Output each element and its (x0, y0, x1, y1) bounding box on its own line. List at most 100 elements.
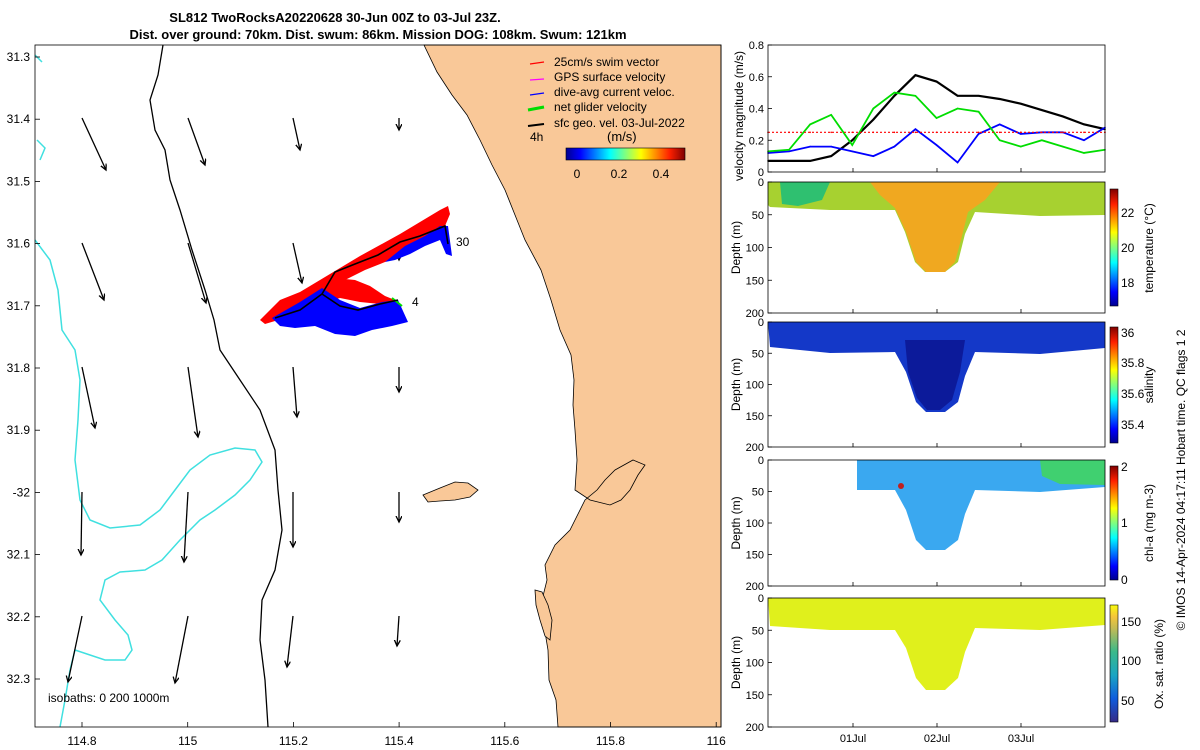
velocity-point (1041, 131, 1043, 134)
velocity-point (851, 139, 854, 142)
velocity-point (1041, 109, 1043, 111)
map-frame (34, 44, 722, 728)
velocity-point (1062, 145, 1064, 148)
salinity-cbar-tick-2: 35.8 (1121, 356, 1145, 370)
velocity-point (977, 110, 980, 113)
colorbar-tick-0: 0 (574, 167, 581, 181)
map-y-tick-label: 32.1 (7, 548, 31, 562)
map-y-tick-label: 31.3 (7, 50, 31, 64)
velocity-point (893, 131, 896, 134)
depth-tick-label: 150 (746, 411, 764, 423)
geostrophic-vectors (68, 117, 399, 683)
date-tick-label: 03Jul (1008, 733, 1034, 745)
island-rottnest (422, 481, 479, 503)
velocity-series (767, 73, 1106, 164)
temperature-colorbar (1109, 188, 1119, 307)
geo-arrow (287, 615, 294, 667)
map-y-axis: 31.3 31.4 31.5 31.6 31.7 31.8 31.9 -32 32.1 32.2 3… (7, 50, 40, 686)
depth-tick-label: 200 (746, 442, 764, 454)
velocity-y-tick-label: 0.8 (749, 40, 764, 52)
map-y-tick-label: -32 (13, 485, 31, 499)
legend-label-dive: dive-avg current veloc. (554, 85, 675, 99)
velocity-point (830, 145, 832, 148)
velocity-point (872, 155, 875, 157)
geo-arrow (184, 491, 189, 562)
velocity-point (956, 107, 959, 110)
velocity-point (998, 98, 1001, 100)
velocity-y-axis: 0 0.2 0.4 0.6 0.8 (749, 40, 1022, 179)
velocity-point (809, 145, 811, 148)
isobaths-label: isobaths: 0 200 1000m (48, 691, 169, 705)
geo-arrow (175, 615, 189, 683)
depth-tick-label: 50 (752, 625, 764, 637)
depth-tick-label: 200 (746, 581, 764, 593)
velocity-point (977, 95, 980, 97)
chla-high-patch (1040, 460, 1105, 485)
depth-tick-label: 50 (752, 487, 764, 499)
track-label-start: 30 (456, 235, 470, 249)
depth-tick-label: 150 (746, 550, 764, 562)
velocity-y-tick-label: 0 (758, 167, 764, 179)
depth-tick-label: 200 (746, 308, 764, 320)
velocity-point (830, 114, 832, 116)
velocity-point (788, 160, 790, 162)
legend-swatch-swim (529, 61, 545, 65)
depth-axis-label: Depth (m) (729, 221, 743, 274)
velocity-y-tick-label: 0.6 (749, 72, 764, 84)
velocity-point (914, 131, 917, 134)
depth-tick-label: 50 (752, 210, 764, 222)
map-y-tick-label: 31.9 (7, 423, 31, 437)
velocity-point (1062, 115, 1064, 118)
velocity-point (935, 80, 938, 83)
velocity-point (872, 118, 875, 121)
dive-avg-vectors-upper (385, 226, 452, 262)
map-y-tick-label: 31.4 (7, 112, 31, 126)
legend-swatch-net (527, 105, 545, 112)
geo-arrow (187, 242, 206, 303)
legend-label-net: net glider velocity (554, 100, 647, 114)
velocity-point (851, 131, 854, 134)
map-x-tick-label: 115.6 (490, 734, 519, 748)
map-x-tick-label: 115 (178, 734, 197, 748)
colorbar-tick-1: 0.2 (611, 167, 628, 181)
velocity-point (788, 131, 790, 134)
velocity-point (809, 123, 811, 126)
salinity-cbar-tick-1: 35.6 (1121, 387, 1145, 401)
map-y-tick-label: 31.7 (7, 299, 31, 313)
velocity-point (1041, 139, 1043, 142)
velocity-point (830, 131, 832, 134)
map-x-tick-label: 114.8 (67, 734, 96, 748)
velocity-point (1019, 102, 1022, 105)
temperature-cbar-tick-0: 18 (1121, 276, 1135, 290)
colorbar-unit: (m/s) (607, 129, 637, 144)
oxygen-panel: 50 100 150 Ox. sat. ratio (%) (767, 597, 1166, 728)
dive-avg-vectors (272, 288, 408, 336)
temperature-cbar-tick-2: 22 (1121, 206, 1135, 220)
velocity-point (935, 117, 938, 119)
geo-arrow (81, 491, 82, 555)
colorbar-tick-2: 0.4 (653, 167, 670, 181)
velocity-point (1062, 131, 1064, 134)
salinity-panel: 35.4 35.6 35.8 36 salinity (767, 321, 1156, 448)
map-y-tick-label: 31.5 (7, 174, 31, 188)
legend-label-geo: sfc geo. vel. 03-Jul-2022 (554, 116, 685, 130)
velocity-point (1083, 131, 1085, 134)
map-x-axis: 114.8 115 115.2 115.4 115.6 115.8 116 (67, 722, 726, 748)
map-x-tick-label: 115.4 (385, 734, 414, 748)
legend-label-gps: GPS surface velocity (554, 70, 665, 84)
date-tick-label: 01Jul (840, 733, 866, 745)
depth-axis-label: Depth (m) (729, 358, 743, 411)
velocity-point (956, 95, 959, 97)
chla-peak-dot (898, 483, 904, 489)
depth-tick-label: 0 (758, 593, 764, 605)
chla-section (857, 460, 1105, 550)
geo-arrow (68, 615, 83, 682)
depth-tick-label: 150 (746, 275, 764, 287)
velocity-point (788, 150, 790, 153)
legend-swatch-geo (527, 123, 545, 127)
velocity-point (893, 95, 896, 97)
temperature-panel: 18 20 22 temperature (°C) (767, 181, 1156, 314)
oxygen-cbar-tick-0: 50 (1121, 694, 1135, 708)
depth-tick-label: 150 (746, 690, 764, 702)
velocity-y-tick-label: 0.2 (749, 135, 764, 147)
